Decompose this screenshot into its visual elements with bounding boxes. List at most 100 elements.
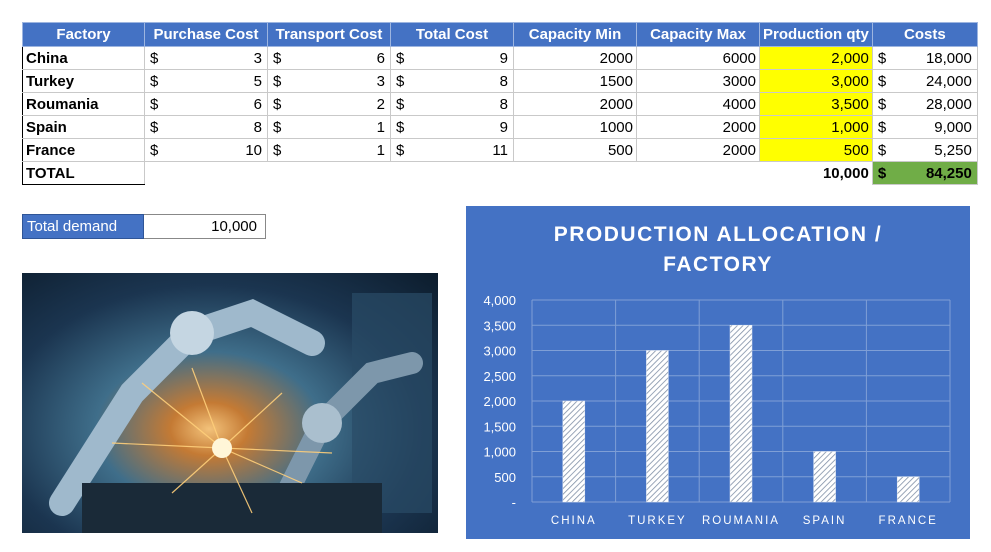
purchase-cost-cell[interactable]: $3 — [144, 46, 268, 70]
currency-symbol: $ — [396, 119, 405, 136]
chart-title: PRODUCTION ALLOCATION / FACTORY — [466, 220, 970, 280]
costs-value: 28,000 — [925, 96, 972, 113]
total-cost-cell[interactable]: $11 — [390, 138, 514, 162]
total-cost-value: 84,250 — [925, 165, 972, 182]
purchase-cost-cell[interactable]: $8 — [144, 115, 268, 139]
factory-name-cell[interactable]: Spain — [22, 115, 145, 139]
production-qty-cell[interactable]: 3,500 — [759, 92, 873, 116]
total-demand-value[interactable]: 10,000 — [143, 214, 266, 239]
currency-symbol: $ — [396, 73, 405, 90]
total-demand-label[interactable]: Total demand — [22, 214, 144, 239]
currency-symbol: $ — [273, 73, 282, 90]
header-row: Factory Purchase Cost Transport Cost Tot… — [22, 22, 978, 47]
factory-name-cell[interactable]: France — [22, 138, 145, 162]
y-tick-label: 3,500 — [483, 318, 516, 333]
costs-cell[interactable]: $24,000 — [871, 69, 978, 93]
currency-symbol: $ — [877, 96, 887, 113]
currency-symbol: $ — [150, 142, 159, 159]
transport-cost-value: 6 — [376, 50, 385, 67]
header-purchase-cost[interactable]: Purchase Cost — [144, 22, 268, 47]
currency-symbol: $ — [877, 73, 887, 90]
robot-welding-photo[interactable] — [22, 273, 438, 533]
total-cost-cell[interactable]: $ 84,250 — [871, 161, 978, 185]
total-demand-box: Total demand 10,000 — [22, 214, 266, 239]
factory-name-cell[interactable]: Turkey — [22, 69, 145, 93]
total-cost-cell[interactable]: $9 — [390, 115, 514, 139]
capacity-min-cell[interactable]: 2000 — [513, 46, 637, 70]
costs-value: 9,000 — [934, 119, 972, 136]
x-category-label: CHINA — [551, 515, 597, 527]
capacity-max-cell[interactable]: 4000 — [636, 92, 760, 116]
transport-cost-value: 1 — [376, 119, 385, 136]
transport-cost-value: 3 — [376, 73, 385, 90]
header-costs[interactable]: Costs — [871, 22, 978, 47]
chart-plot-area: - 500 1,000 1,500 2,000 2,500 3,000 3,500 4,000 C… — [483, 293, 951, 527]
production-qty-cell[interactable]: 3,000 — [759, 69, 873, 93]
header-total-cost[interactable]: Total Cost — [390, 22, 514, 47]
total-cost-cell[interactable]: $8 — [390, 69, 514, 93]
costs-cell[interactable]: $9,000 — [871, 115, 978, 139]
currency-symbol: $ — [396, 142, 405, 159]
transport-cost-cell[interactable]: $2 — [267, 92, 391, 116]
bar-china[interactable] — [562, 400, 586, 503]
total-cost-cell[interactable]: $8 — [390, 92, 514, 116]
capacity-max-cell[interactable]: 6000 — [636, 46, 760, 70]
header-capacity-max[interactable]: Capacity Max — [636, 22, 760, 47]
capacity-min-cell[interactable]: 1000 — [513, 115, 637, 139]
purchase-cost-value: 5 — [253, 73, 262, 90]
header-factory[interactable]: Factory — [22, 22, 145, 47]
production-qty-cell[interactable]: 2,000 — [759, 46, 873, 70]
costs-cell[interactable]: $18,000 — [871, 46, 978, 70]
bar-turkey[interactable] — [646, 350, 669, 503]
currency-symbol: $ — [877, 142, 887, 159]
capacity-max-cell[interactable]: 2000 — [636, 115, 760, 139]
costs-value: 5,250 — [934, 142, 972, 159]
header-production-qty[interactable]: Production qty — [759, 22, 873, 47]
purchase-cost-cell[interactable]: $6 — [144, 92, 268, 116]
costs-cell[interactable]: $5,250 — [871, 138, 978, 162]
x-category-label: FRANCE — [879, 515, 938, 527]
currency-symbol: $ — [273, 50, 282, 67]
capacity-max-cell[interactable]: 2000 — [636, 138, 760, 162]
production-allocation-chart[interactable]: PRODUCTION ALLOCATION / FACTORY - 500 1,00… — [466, 206, 970, 539]
capacity-min-cell[interactable]: 500 — [513, 138, 637, 162]
total-cost-cell[interactable]: $9 — [390, 46, 514, 70]
purchase-cost-cell[interactable]: $5 — [144, 69, 268, 93]
transport-cost-cell[interactable]: $6 — [267, 46, 391, 70]
capacity-min-cell[interactable]: 1500 — [513, 69, 637, 93]
currency-symbol: $ — [150, 50, 159, 67]
total-qty-cell[interactable]: 10,000 — [822, 164, 869, 182]
costs-value: 18,000 — [925, 50, 972, 67]
x-category-label: TURKEY — [628, 515, 687, 527]
currency-symbol: $ — [273, 142, 282, 159]
y-tick-label: 2,000 — [483, 394, 516, 409]
costs-cell[interactable]: $28,000 — [871, 92, 978, 116]
transport-cost-value: 2 — [376, 96, 385, 113]
capacity-max-cell[interactable]: 3000 — [636, 69, 760, 93]
costs-value: 24,000 — [925, 73, 972, 90]
transport-cost-cell[interactable]: $1 — [267, 115, 391, 139]
table-row: France $10 $1 $11 500 2000 500 $5,250 — [22, 138, 978, 162]
factory-name-cell[interactable]: Roumania — [22, 92, 145, 116]
production-qty-cell[interactable]: 500 — [759, 138, 873, 162]
transport-cost-cell[interactable]: $3 — [267, 69, 391, 93]
purchase-cost-cell[interactable]: $10 — [144, 138, 268, 162]
capacity-min-cell[interactable]: 2000 — [513, 92, 637, 116]
purchase-cost-value: 6 — [253, 96, 262, 113]
total-blank-cell[interactable] — [144, 161, 760, 185]
header-transport-cost[interactable]: Transport Cost — [267, 22, 391, 47]
transport-cost-cell[interactable]: $1 — [267, 138, 391, 162]
total-cost-value: 9 — [499, 119, 508, 136]
factory-name-cell[interactable]: China — [22, 46, 145, 70]
currency-symbol: $ — [273, 96, 282, 113]
transport-cost-value: 1 — [376, 142, 385, 159]
total-label-cell[interactable]: TOTAL — [22, 161, 145, 185]
total-row: TOTAL 10,000 $ 84,250 — [22, 161, 978, 185]
header-capacity-min[interactable]: Capacity Min — [513, 22, 637, 47]
bar-roumania[interactable] — [729, 325, 753, 503]
purchase-cost-value: 10 — [245, 142, 262, 159]
table-row: Spain $8 $1 $9 1000 2000 1,000 $9,000 — [22, 115, 978, 139]
production-qty-cell[interactable]: 1,000 — [759, 115, 873, 139]
bar-spain[interactable] — [813, 451, 836, 503]
bar-france[interactable] — [896, 476, 920, 503]
